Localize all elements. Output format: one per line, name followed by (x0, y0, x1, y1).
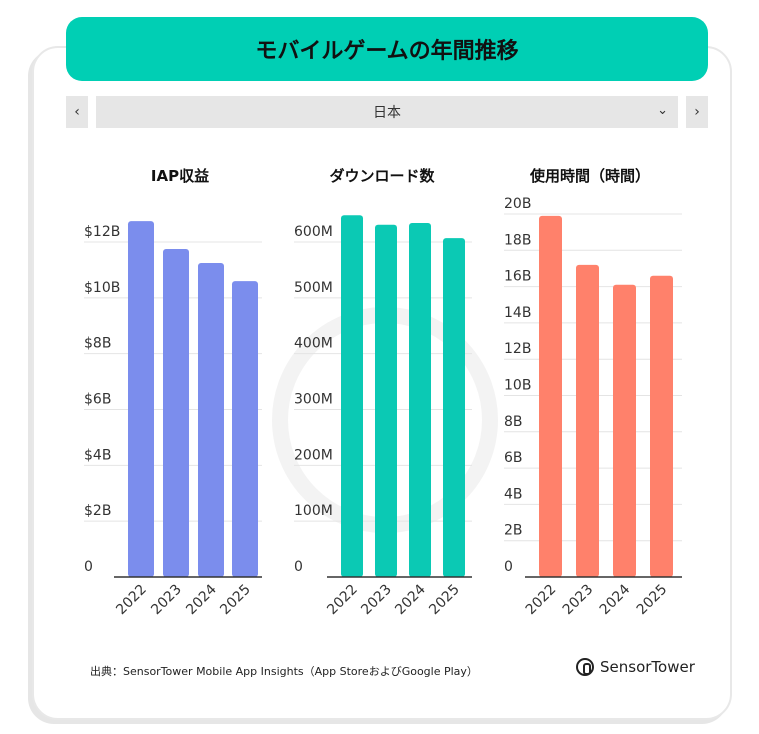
chevron-left-icon: ‹ (74, 104, 80, 120)
next-button[interactable]: › (686, 96, 708, 128)
chevron-down-icon: ⌄ (657, 103, 668, 118)
bar-2025 (650, 275, 673, 577)
bar-2022 (128, 221, 154, 577)
source-note: 出典：SensorTower Mobile App Insights（App S… (90, 665, 478, 678)
bar-2024 (613, 284, 636, 577)
y-tick-label: 0 (504, 559, 513, 575)
y-tick-label: 300M (294, 392, 333, 408)
x-tick-label: 2024 (183, 581, 220, 618)
x-tick-label: 2022 (324, 582, 361, 619)
y-tick-label: 4B (504, 486, 523, 502)
x-tick-label: 2023 (358, 582, 395, 619)
y-tick-label: 8B (504, 414, 523, 430)
y-tick-label: 12B (504, 341, 531, 357)
y-tick-label: 600M (294, 224, 333, 240)
bar-2022 (539, 215, 562, 577)
bar-2025 (443, 238, 465, 577)
y-tick-label: 2B (504, 523, 523, 539)
y-tick-label: 100M (294, 503, 333, 519)
chevron-right-icon: › (694, 104, 700, 120)
y-tick-label: $6B (84, 392, 111, 408)
bar-2023 (163, 248, 189, 577)
logo-text: SensorTower (600, 658, 695, 676)
x-tick-label: 2023 (560, 582, 597, 619)
y-tick-label: 16B (504, 269, 531, 285)
x-tick-label: 2023 (148, 582, 185, 619)
x-tick-label: 2025 (217, 582, 254, 619)
y-tick-label: $2B (84, 503, 111, 519)
sensortower-logo: SensorTower (576, 658, 695, 676)
x-tick-label: 2022 (523, 582, 560, 619)
y-tick-label: $4B (84, 447, 111, 463)
chart-title: 使用時間（時間） (529, 167, 650, 185)
country-select[interactable]: 日本 ⌄ (96, 96, 678, 128)
x-tick-label: 2024 (392, 581, 429, 618)
y-tick-label: $12B (84, 224, 120, 240)
country-value: 日本 (373, 105, 401, 121)
x-tick-label: 2025 (634, 582, 671, 619)
x-tick-label: 2025 (426, 582, 463, 619)
y-tick-label: 0 (84, 559, 93, 575)
page-title: モバイルゲームの年間推移 (66, 17, 708, 81)
y-tick-label: 400M (294, 336, 333, 352)
bar-2025 (232, 281, 258, 577)
y-tick-label: 6B (504, 450, 523, 466)
y-tick-label: 200M (294, 447, 333, 463)
chart-title: ダウンロード数 (329, 167, 435, 185)
chart-title: IAP収益 (151, 167, 209, 185)
prev-button[interactable]: ‹ (66, 96, 88, 128)
y-tick-label: 10B (504, 378, 531, 394)
y-tick-label: $10B (84, 280, 120, 296)
bar-2023 (576, 264, 599, 577)
logo-icon (576, 658, 594, 676)
bar-2022 (341, 215, 363, 577)
y-tick-label: $8B (84, 336, 111, 352)
bar-2024 (198, 262, 224, 577)
y-tick-label: 500M (294, 280, 333, 296)
bar-2023 (375, 224, 397, 578)
y-tick-label: 14B (504, 305, 531, 321)
x-tick-label: 2024 (597, 581, 634, 618)
y-tick-label: 20B (504, 196, 531, 212)
y-tick-label: 0 (294, 559, 303, 575)
bar-2024 (409, 223, 431, 577)
x-tick-label: 2022 (113, 582, 150, 619)
y-tick-label: 18B (504, 232, 531, 248)
